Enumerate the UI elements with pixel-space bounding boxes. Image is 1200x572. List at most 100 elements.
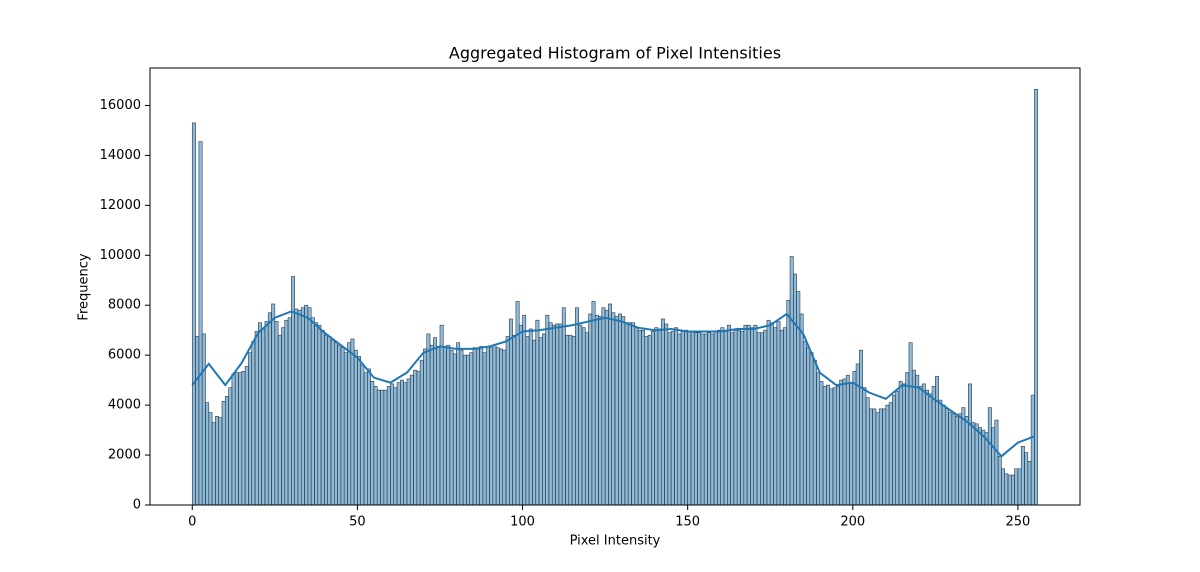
bar — [717, 329, 721, 506]
bar — [224, 396, 229, 506]
bar — [654, 327, 659, 506]
bar — [941, 404, 946, 506]
bar — [812, 359, 817, 506]
bar — [248, 352, 253, 506]
bar — [277, 334, 282, 506]
bar — [347, 342, 352, 506]
bar — [261, 328, 266, 506]
bar — [558, 323, 563, 506]
x-tick-label: 50 — [349, 515, 366, 530]
bar — [314, 322, 319, 506]
bar — [760, 332, 764, 506]
bar — [697, 332, 702, 506]
bar — [865, 397, 870, 506]
bar — [664, 323, 669, 506]
bar — [832, 387, 837, 506]
bar — [390, 383, 395, 506]
bar — [528, 328, 533, 506]
bar — [769, 322, 774, 506]
bar — [713, 331, 718, 506]
bar — [779, 329, 784, 506]
bar — [254, 331, 259, 506]
bar — [373, 386, 378, 506]
x-tick-label: 250 — [1005, 515, 1030, 530]
bar — [977, 427, 982, 506]
bar — [588, 313, 593, 506]
bar — [822, 386, 827, 506]
x-axis-label: Pixel Intensity — [570, 534, 661, 549]
bar — [895, 391, 900, 506]
bar — [360, 364, 365, 506]
bar — [300, 307, 305, 506]
bar — [637, 329, 642, 506]
bar — [806, 347, 811, 506]
bar — [944, 408, 949, 506]
bar — [644, 336, 649, 506]
bar — [1027, 460, 1032, 506]
bar — [571, 336, 576, 506]
bar — [604, 309, 609, 506]
bar — [918, 386, 923, 506]
bar — [205, 402, 210, 506]
bar — [773, 327, 778, 506]
bar — [935, 376, 939, 506]
bar — [733, 329, 738, 506]
bar — [367, 368, 371, 506]
bar — [908, 342, 913, 506]
bar — [211, 422, 216, 506]
bar — [241, 371, 246, 506]
bar — [1030, 394, 1035, 506]
bar — [251, 341, 256, 506]
bar — [1024, 452, 1029, 506]
bar — [357, 356, 362, 506]
bar — [416, 371, 421, 506]
bar — [522, 314, 527, 506]
bar — [693, 332, 698, 506]
bar — [802, 341, 807, 506]
bar — [396, 382, 401, 506]
bar — [284, 319, 289, 506]
bar — [327, 336, 332, 506]
bar — [984, 432, 989, 506]
bar — [951, 413, 956, 506]
bar — [991, 427, 996, 506]
bar — [380, 389, 385, 506]
bar — [796, 291, 801, 506]
bar — [608, 303, 612, 506]
bar — [340, 347, 345, 506]
bar — [793, 273, 797, 506]
bar — [191, 122, 196, 506]
bar — [310, 317, 315, 506]
bar — [343, 352, 348, 506]
bar — [783, 327, 788, 506]
bar — [218, 417, 223, 506]
bar — [492, 344, 497, 506]
bar — [670, 331, 675, 506]
bar — [215, 416, 219, 506]
bar — [1007, 474, 1012, 506]
bar — [1004, 473, 1009, 506]
bar — [264, 321, 269, 506]
bar — [469, 352, 474, 506]
bar — [456, 342, 461, 506]
bar — [505, 336, 510, 506]
bar — [594, 314, 599, 506]
bar — [931, 386, 936, 506]
bar — [743, 324, 748, 506]
x-tick-label: 100 — [510, 515, 535, 530]
bar — [987, 407, 992, 506]
bar — [816, 372, 821, 506]
y-tick-label: 16000 — [100, 98, 141, 113]
x-tick-label: 200 — [840, 515, 865, 530]
bar — [882, 408, 887, 506]
bar — [624, 322, 629, 506]
bar — [429, 344, 434, 506]
bar — [370, 381, 375, 506]
bar — [799, 313, 804, 506]
bar — [231, 373, 236, 506]
bar — [350, 338, 355, 506]
bar — [324, 334, 328, 506]
bar — [763, 329, 768, 506]
bar — [495, 347, 500, 506]
bar — [472, 347, 477, 506]
